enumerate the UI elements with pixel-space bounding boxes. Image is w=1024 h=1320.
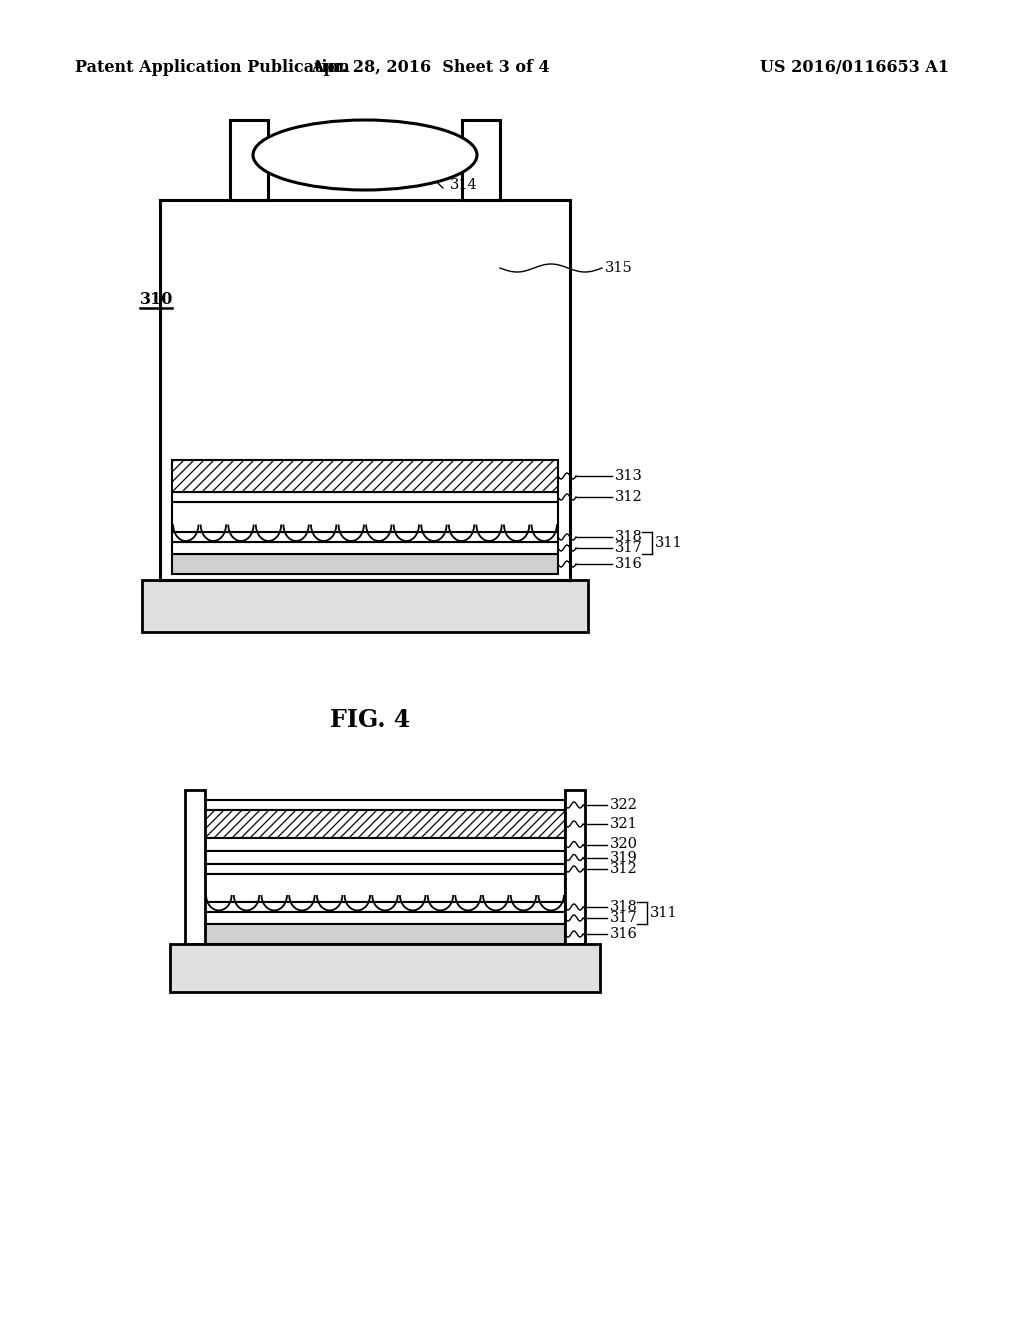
- Text: 317: 317: [610, 911, 638, 925]
- Bar: [205, 838, 565, 851]
- Text: 318: 318: [610, 900, 638, 913]
- Text: 311: 311: [650, 906, 678, 920]
- Bar: [205, 865, 565, 874]
- Text: FIG. 4: FIG. 4: [330, 708, 411, 733]
- Text: 315: 315: [605, 261, 633, 275]
- Text: Patent Application Publication: Patent Application Publication: [75, 59, 350, 77]
- Bar: [462, 120, 500, 201]
- Bar: [205, 912, 565, 924]
- Bar: [170, 944, 600, 993]
- Bar: [565, 789, 585, 944]
- Bar: [172, 502, 558, 532]
- Bar: [205, 851, 565, 865]
- Text: Apr. 28, 2016  Sheet 3 of 4: Apr. 28, 2016 Sheet 3 of 4: [310, 59, 549, 77]
- Text: 312: 312: [615, 490, 643, 504]
- Text: 311: 311: [655, 536, 683, 550]
- Bar: [205, 874, 565, 902]
- Bar: [172, 492, 558, 502]
- Ellipse shape: [253, 120, 477, 190]
- Text: 312: 312: [610, 862, 638, 876]
- Text: 322: 322: [610, 799, 638, 812]
- Text: 317: 317: [615, 541, 643, 554]
- Text: 314: 314: [450, 178, 478, 191]
- Bar: [185, 789, 205, 944]
- Bar: [172, 543, 558, 554]
- Bar: [172, 554, 558, 574]
- Bar: [172, 459, 558, 492]
- Text: 318: 318: [615, 531, 643, 544]
- Bar: [230, 120, 268, 201]
- Bar: [172, 532, 558, 543]
- Text: 316: 316: [610, 927, 638, 941]
- Bar: [142, 579, 588, 632]
- Text: 320: 320: [610, 837, 638, 851]
- Text: 316: 316: [615, 557, 643, 572]
- Text: 310: 310: [140, 292, 173, 309]
- Text: US 2016/0116653 A1: US 2016/0116653 A1: [760, 59, 949, 77]
- Bar: [205, 800, 565, 810]
- Bar: [205, 924, 565, 944]
- Text: FIG. 3: FIG. 3: [330, 143, 410, 168]
- Bar: [205, 810, 565, 838]
- Text: 313: 313: [615, 469, 643, 483]
- Text: 319: 319: [610, 850, 638, 865]
- Bar: [205, 902, 565, 912]
- Text: 321: 321: [610, 817, 638, 832]
